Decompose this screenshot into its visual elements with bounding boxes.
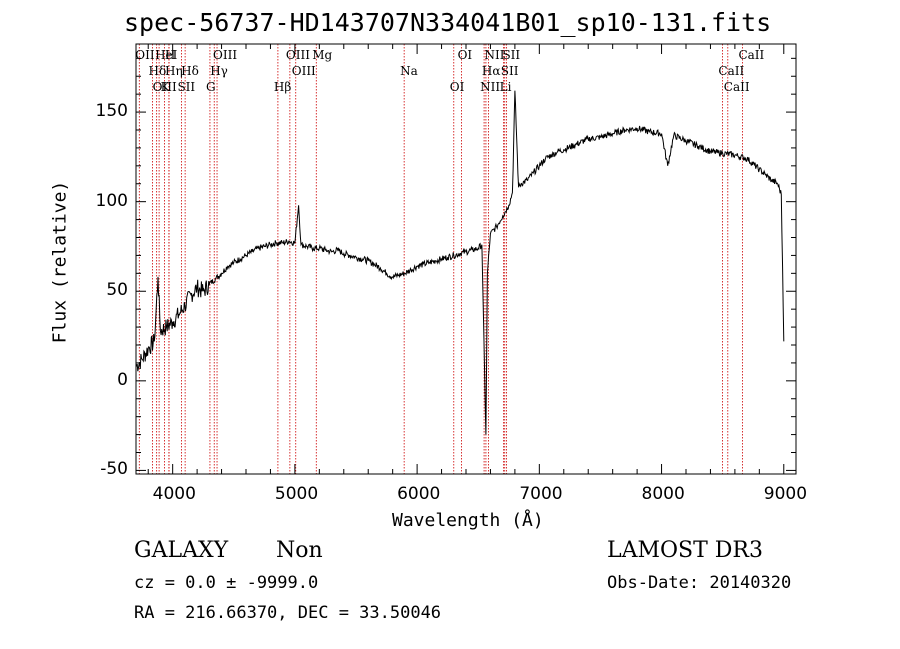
emission-line-label: Hδ: [148, 64, 167, 78]
survey-name: LAMOST DR3: [607, 538, 763, 563]
emission-line-label: OIII: [285, 48, 310, 62]
emission-line-label: CaII: [723, 80, 750, 94]
emission-line-label: CaII: [718, 64, 745, 78]
chart-title: spec-56737-HD143707N334041B01_sp10-131.f…: [124, 8, 772, 37]
emission-line-label: OIII: [213, 48, 238, 62]
x-tick-label: 6000: [397, 484, 441, 504]
object-class: GALAXY: [134, 538, 229, 563]
emission-line-label: OI: [449, 80, 465, 94]
emission-line-label: Hα: [481, 64, 501, 78]
x-tick-label: 4000: [152, 484, 196, 504]
emission-line-label: SII: [177, 80, 196, 94]
coordinates-line: RA = 216.66370, DEC = 33.50046: [134, 603, 442, 623]
emission-line-label: Mg: [312, 48, 333, 62]
emission-line-label: H: [164, 48, 176, 62]
plot-frame: [135, 43, 797, 475]
y-tick-label: 100: [95, 190, 128, 211]
x-axis-title: Wavelength (Å): [392, 510, 544, 531]
emission-line-label: Na: [400, 64, 418, 78]
y-tick-label: 50: [106, 280, 128, 301]
emission-line-markers: [138, 44, 743, 474]
emission-line-label: SII: [502, 48, 521, 62]
x-tick-label: 5000: [274, 484, 319, 504]
emission-line-label: Hη: [165, 64, 183, 78]
emission-line-label: NII: [480, 80, 501, 94]
x-tick-label: 8000: [641, 484, 685, 504]
emission-line-label: G: [205, 80, 216, 94]
emission-line-label: K: [160, 80, 170, 94]
emission-line-label: CaII: [738, 48, 765, 62]
emission-line-label: Hβ: [273, 80, 292, 94]
emission-line-label: OII: [135, 48, 155, 62]
emission-line-label: OIII: [152, 80, 177, 94]
y-tick-label: 0: [117, 369, 128, 390]
emission-line-label: OIII: [291, 64, 316, 78]
emission-line-label: Hγ: [210, 64, 228, 78]
y-tick-label: -50: [100, 459, 128, 480]
emission-line-label: SII: [500, 64, 519, 78]
x-tick-label: 7000: [519, 484, 563, 504]
x-tick-label: 9000: [763, 484, 808, 504]
emission-line-label: Li: [499, 80, 512, 94]
y-axis-title: Flux (relative): [49, 180, 71, 344]
emission-line-label: Hδ: [181, 64, 199, 78]
observation-date: Obs-Date: 20140320: [607, 573, 792, 593]
object-subclass: Non: [276, 538, 323, 563]
y-axis-ticks: [136, 57, 796, 471]
y-tick-label: 150: [95, 101, 128, 122]
spectrum-line: [135, 90, 785, 435]
x-axis-ticks: [147, 44, 785, 474]
emission-line-label: OI: [457, 48, 473, 62]
emission-line-label: NII: [484, 48, 505, 62]
emission-line-label: HeI: [155, 48, 178, 62]
redshift-line: cz = 0.0 ± -9999.0: [134, 573, 319, 593]
